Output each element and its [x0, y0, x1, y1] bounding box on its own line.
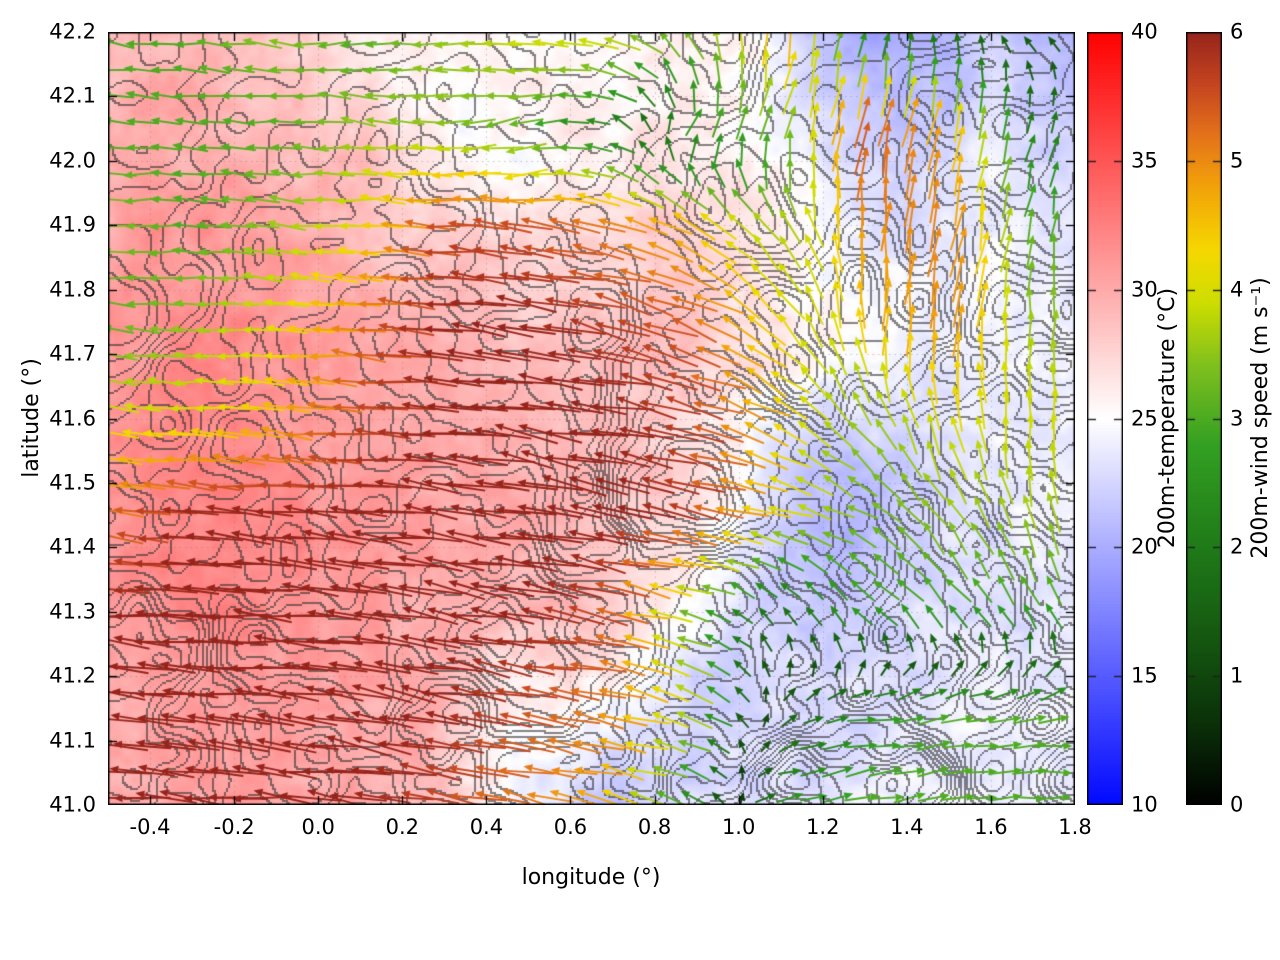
temperature-colorbar-tick-label: 30 — [1131, 277, 1158, 302]
temperature-colorbar-tick-label: 20 — [1131, 534, 1158, 559]
wind-colorbar-tick-label: 3 — [1230, 406, 1244, 430]
y-tick-label: 42.0 — [49, 148, 96, 173]
wind-colorbar-tick-label: 1 — [1230, 663, 1244, 688]
x-tick-label: -0.2 — [213, 815, 255, 839]
y-tick-label: 41.4 — [49, 534, 96, 559]
wind-colorbar — [1186, 32, 1222, 805]
temperature-colorbar-tick-label: 40 — [1131, 19, 1158, 44]
wind-colorbar-tick-label: 4 — [1230, 277, 1244, 302]
wind-colorbar-label: 200m-wind speed (m s⁻¹) — [1248, 277, 1273, 559]
y-tick-label: 41.9 — [49, 212, 96, 237]
main-plot-canvas — [108, 32, 1075, 805]
x-tick-label: -0.4 — [129, 815, 171, 839]
y-tick-label: 42.1 — [49, 83, 96, 108]
y-tick-label: 41.5 — [49, 470, 96, 495]
x-tick-label: 0.2 — [385, 815, 419, 839]
x-tick-label: 1.6 — [974, 815, 1008, 839]
x-tick-label: 1.8 — [1058, 815, 1092, 839]
y-tick-label: 41.7 — [49, 341, 96, 366]
wind-colorbar-tick-label: 6 — [1230, 19, 1244, 44]
y-tick-label: 41.6 — [49, 406, 96, 430]
x-tick-label: 0.6 — [553, 815, 588, 839]
x-axis-label: longitude (°) — [521, 865, 661, 890]
temperature-colorbar-tick-label: 35 — [1131, 148, 1158, 173]
wind-colorbar-tick-label: 5 — [1230, 148, 1244, 173]
temperature-colorbar-tick-label: 10 — [1131, 792, 1158, 817]
y-tick-label: 42.2 — [49, 19, 96, 44]
temperature-colorbar-label: 200m-temperature (°C) — [1155, 287, 1180, 549]
y-tick-label: 41.1 — [49, 728, 96, 753]
wind-colorbar-tick-label: 2 — [1230, 534, 1244, 559]
x-tick-label: 1.4 — [890, 815, 924, 839]
x-tick-label: 0.0 — [301, 815, 335, 839]
y-axis-label: latitude (°) — [19, 358, 44, 478]
y-tick-label: 41.8 — [49, 277, 96, 302]
temperature-colorbar-tick-label: 25 — [1131, 406, 1158, 430]
temperature-colorbar — [1087, 32, 1123, 805]
y-tick-label: 41.2 — [49, 663, 96, 688]
wind-colorbar-tick-label: 0 — [1230, 792, 1244, 817]
x-tick-label: 0.8 — [637, 815, 672, 839]
x-tick-label: 0.4 — [469, 815, 504, 839]
x-tick-label: 1.2 — [806, 815, 840, 839]
temperature-colorbar-tick-label: 15 — [1131, 663, 1158, 688]
y-tick-label: 41.3 — [49, 599, 96, 624]
x-tick-label: 1.0 — [721, 815, 756, 839]
y-tick-label: 41.0 — [49, 792, 96, 817]
